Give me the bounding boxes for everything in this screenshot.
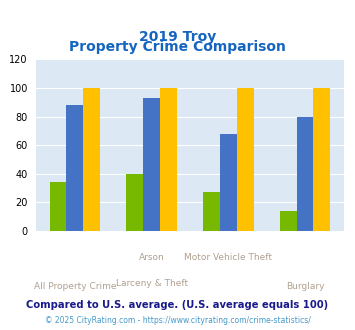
Bar bbox=[83, 88, 100, 231]
Bar bbox=[313, 88, 330, 231]
Text: Arson: Arson bbox=[139, 253, 164, 262]
Bar bbox=[143, 98, 160, 231]
Bar bbox=[280, 211, 296, 231]
Bar bbox=[50, 182, 66, 231]
Text: Compared to U.S. average. (U.S. average equals 100): Compared to U.S. average. (U.S. average … bbox=[26, 300, 329, 310]
Bar bbox=[220, 134, 237, 231]
Bar bbox=[203, 192, 220, 231]
Bar bbox=[126, 174, 143, 231]
Text: Larceny & Theft: Larceny & Theft bbox=[115, 279, 188, 288]
Bar bbox=[237, 88, 253, 231]
Text: Motor Vehicle Theft: Motor Vehicle Theft bbox=[184, 253, 272, 262]
Text: Burglary: Burglary bbox=[286, 282, 324, 291]
Text: All Property Crime: All Property Crime bbox=[34, 282, 116, 291]
Text: 2019 Troy: 2019 Troy bbox=[139, 30, 216, 44]
Text: © 2025 CityRating.com - https://www.cityrating.com/crime-statistics/: © 2025 CityRating.com - https://www.city… bbox=[45, 316, 310, 325]
Text: Property Crime Comparison: Property Crime Comparison bbox=[69, 40, 286, 54]
Bar bbox=[160, 88, 177, 231]
Bar bbox=[296, 116, 313, 231]
Bar bbox=[66, 105, 83, 231]
